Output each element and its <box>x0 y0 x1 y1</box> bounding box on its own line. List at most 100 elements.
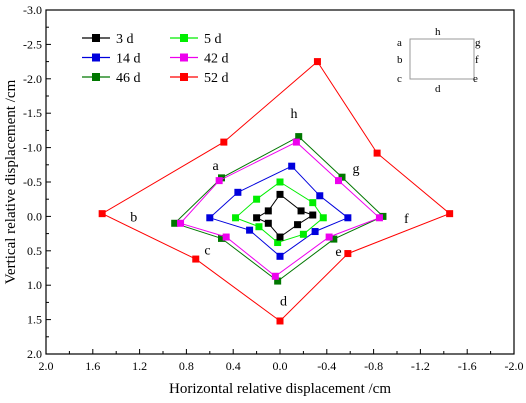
point-label-b: b <box>130 210 137 225</box>
inset-label-h: h <box>435 26 441 38</box>
data-point <box>313 58 321 66</box>
point-label-c: c <box>204 243 210 258</box>
data-point <box>192 255 200 263</box>
legend-label: 52 d <box>204 71 229 86</box>
data-point <box>338 173 346 181</box>
data-point <box>292 138 300 146</box>
data-point <box>375 214 383 222</box>
point-label-h: h <box>291 107 298 122</box>
x-tick-label: 1.6 <box>85 359 100 373</box>
data-point <box>294 221 302 229</box>
y-tick-label: -0.5 <box>23 175 42 189</box>
data-point <box>98 210 106 218</box>
series-5d <box>232 178 327 247</box>
point-label-d: d <box>280 294 287 309</box>
inset-label-e: e <box>473 73 478 85</box>
data-point <box>335 177 342 185</box>
legend-item: 14 d <box>82 52 141 67</box>
x-axis-title: Horizontal relative displacement /cm <box>169 381 391 397</box>
data-point <box>206 214 214 222</box>
data-point <box>295 133 303 141</box>
inset-label-b: b <box>397 54 403 66</box>
y-tick-label: 1.5 <box>27 313 42 327</box>
data-point <box>222 233 230 241</box>
data-point <box>276 317 284 325</box>
data-point <box>253 214 261 222</box>
data-point <box>220 138 228 146</box>
series-42d <box>177 138 383 280</box>
data-point <box>311 228 319 236</box>
legend-label: 42 d <box>204 52 229 67</box>
x-tick-label: -1.2 <box>411 359 430 373</box>
data-point <box>316 192 324 200</box>
data-point <box>325 233 333 241</box>
point-label-a: a <box>213 159 220 174</box>
data-point <box>319 214 327 222</box>
data-point <box>215 177 223 185</box>
y-tick-label: 2.0 <box>27 347 42 361</box>
data-point <box>379 212 387 220</box>
y-axis-title: Vertical relative displacement /cm <box>3 79 19 284</box>
inset-label-f: f <box>475 54 479 66</box>
series-14d <box>206 162 352 260</box>
data-point <box>276 178 284 186</box>
inset-label-d: d <box>435 83 441 95</box>
data-point <box>276 190 284 198</box>
point-label-g: g <box>353 162 360 177</box>
legend-item: 52 d <box>170 71 229 86</box>
series-46d <box>171 133 387 285</box>
data-point <box>171 219 179 227</box>
legend-marker <box>92 53 100 62</box>
data-point <box>274 239 282 247</box>
data-point <box>288 162 296 170</box>
data-point <box>264 219 272 227</box>
legend-label: 14 d <box>116 52 141 67</box>
data-point <box>232 214 240 222</box>
y-tick-label: 1.0 <box>27 278 42 292</box>
legend-item: 3 d <box>82 32 134 47</box>
y-tick-label: -1.0 <box>23 141 42 155</box>
legend-item: 46 d <box>82 71 141 86</box>
y-axis-ticks: -3.0 -2.5 -2.0 -1.5 -1.0 -0.5 0.0 0.5 1.0 1.5 2.0 <box>23 3 51 361</box>
inset-label-c: c <box>397 73 402 85</box>
legend-item: 5 d <box>170 32 222 47</box>
y-tick-label: 0.5 <box>27 244 42 258</box>
y-tick-label: -2.0 <box>23 72 42 86</box>
x-tick-label: 0.8 <box>179 359 194 373</box>
data-point <box>234 188 242 196</box>
series-line <box>255 193 314 238</box>
data-point <box>276 252 284 260</box>
data-point <box>297 207 305 215</box>
series-3d <box>253 190 317 241</box>
x-axis-ticks: 2.0 1.6 1.2 0.8 0.4 0.0 -0.4 -0.8 -1.2 -1.6 -2.0 <box>39 349 524 373</box>
data-point <box>264 207 272 215</box>
legend-label: 46 d <box>116 71 141 86</box>
data-point <box>246 226 254 234</box>
legend-marker <box>180 53 188 62</box>
x-tick-label: 0.0 <box>273 359 288 373</box>
x-tick-label: -2.0 <box>505 359 524 373</box>
data-point <box>253 195 261 203</box>
y-tick-label: -2.5 <box>23 37 42 51</box>
y-tick-label: -3.0 <box>23 3 42 17</box>
series-52d <box>98 58 454 325</box>
data-point <box>373 149 381 157</box>
data-point <box>309 211 317 219</box>
y-tick-label: -1.5 <box>23 106 42 120</box>
legend-item: 42 d <box>170 52 229 67</box>
x-tick-label: 2.0 <box>39 359 54 373</box>
legend-marker <box>92 73 100 81</box>
data-point <box>274 277 282 285</box>
inset-rectangle <box>409 38 475 80</box>
data-point <box>446 210 454 218</box>
legend-label: 5 d <box>204 32 222 47</box>
point-label-e: e <box>335 245 341 260</box>
inset-label-g: g <box>475 37 481 49</box>
data-point <box>330 235 338 243</box>
y-tick-label: 0.0 <box>27 209 42 223</box>
x-tick-label: -0.4 <box>317 359 336 373</box>
data-point <box>299 230 307 238</box>
data-point <box>344 250 352 258</box>
x-tick-label: -1.6 <box>458 359 477 373</box>
